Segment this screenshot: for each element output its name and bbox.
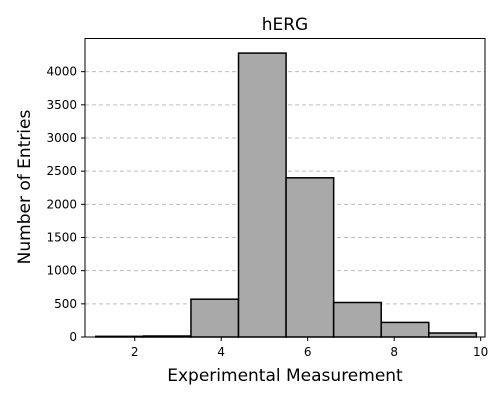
histogram-bar [332, 301, 382, 338]
histogram-bar [237, 52, 287, 338]
histogram-bar [380, 321, 430, 338]
x-tick-label: 8 [390, 345, 398, 359]
histogram-bar [428, 332, 478, 338]
y-axis-label: Number of Entries [15, 110, 35, 265]
y-tick-label: 1000 [46, 264, 77, 278]
y-tick-label: 3500 [46, 98, 77, 112]
histogram-bar [285, 177, 335, 338]
y-tick-label: 2000 [46, 197, 77, 211]
plot-frame [84, 38, 486, 338]
y-tick-label: 1500 [46, 231, 77, 245]
histogram-bar [190, 298, 240, 338]
x-tick-label: 10 [473, 345, 488, 359]
bars [95, 52, 478, 338]
x-tick-label: 4 [217, 345, 225, 359]
chart-title: hERG [262, 15, 309, 35]
x-axis-label: Experimental Measurement [167, 366, 403, 386]
x-tick-label: 2 [131, 345, 139, 359]
y-tick-label: 0 [69, 330, 77, 344]
y-axis-ticks: 0 500 1000 1500 2000 2500 3000 3500 4000 [46, 65, 85, 344]
y-tick-label: 500 [54, 297, 77, 311]
y-tick-label: 4000 [46, 65, 77, 79]
y-tick-label: 3000 [46, 131, 77, 145]
x-tick-label: 6 [304, 345, 312, 359]
y-tick-label: 2500 [46, 164, 77, 178]
x-axis-ticks: 2 4 6 8 10 [131, 337, 488, 359]
